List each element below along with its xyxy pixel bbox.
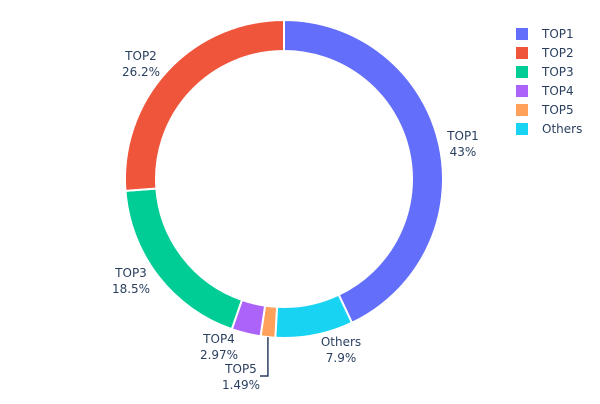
slice-top2[interactable] [124, 18, 285, 192]
slices [124, 18, 444, 339]
slice-top1[interactable] [283, 18, 444, 325]
legend-swatch [516, 85, 528, 97]
slice-label-top5: TOP5 1.49% [222, 362, 260, 392]
legend-item-others[interactable]: Others [516, 122, 582, 136]
legend-swatch [516, 104, 528, 116]
legend-label: TOP1 [541, 27, 574, 41]
slice-label-top3: TOP3 18.5% [112, 266, 150, 296]
legend-swatch [516, 123, 528, 135]
legend-swatch [516, 28, 528, 40]
slice-label-top2: TOP2 26.2% [122, 49, 160, 79]
legend-label: TOP3 [541, 65, 574, 79]
legend-item-top1[interactable]: TOP1 [516, 27, 574, 41]
legend-item-top5[interactable]: TOP5 [516, 103, 574, 117]
legend-item-top2[interactable]: TOP2 [516, 46, 574, 60]
legend-label: Others [542, 122, 582, 136]
slice-label-top4: TOP4 2.97% [200, 332, 238, 362]
slice-top3[interactable] [124, 187, 244, 331]
legend-swatch [516, 66, 528, 78]
slice-others[interactable] [274, 293, 354, 339]
legend: TOP1 TOP2 TOP3 TOP4 TOP5 Others [516, 27, 582, 136]
legend-item-top4[interactable]: TOP4 [516, 84, 574, 98]
legend-label: TOP4 [541, 84, 574, 98]
legend-label: TOP5 [541, 103, 574, 117]
top5-label-leader-line [260, 337, 269, 377]
slice-labels: TOP1 43% Others 7.9% TOP5 1.49%TOP4 2.97% TOP3 1… [112, 49, 479, 392]
legend-item-top3[interactable]: TOP3 [516, 65, 574, 79]
legend-label: TOP2 [541, 46, 574, 60]
slice-label-top1: TOP1 43% [446, 129, 479, 159]
slice-label-others: Others 7.9% [321, 335, 361, 365]
legend-swatch [516, 47, 528, 59]
